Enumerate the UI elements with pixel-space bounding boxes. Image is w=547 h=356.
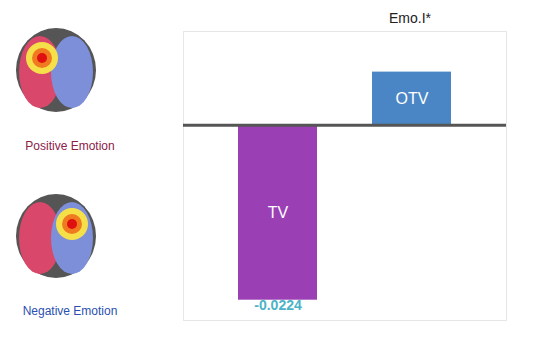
html-text:Emo.I*: Emo.I* [389,10,431,26]
svg-text:-0.0224: -0.0224 [254,297,302,313]
html-text:Negative Emotion: Negative Emotion [22,304,118,318]
svg-text:TV: TV [268,204,289,221]
svg-text:OTV: OTV [396,90,429,107]
html-text:Positive Emotion: Positive Emotion [25,139,115,153]
